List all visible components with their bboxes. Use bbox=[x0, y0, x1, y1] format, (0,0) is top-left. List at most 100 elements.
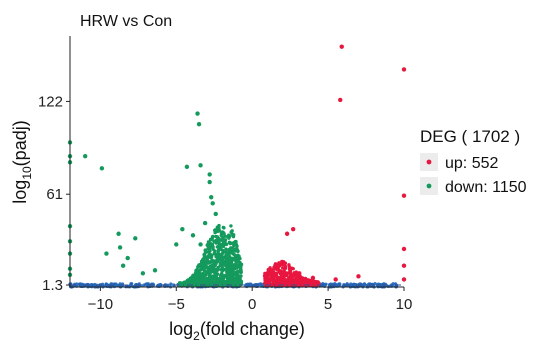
deg-point bbox=[297, 271, 302, 276]
down-point bbox=[206, 283, 210, 287]
down-point bbox=[215, 268, 219, 272]
down-point bbox=[221, 230, 226, 235]
up-point bbox=[272, 266, 276, 271]
deg-point bbox=[208, 195, 214, 200]
down-point bbox=[195, 267, 199, 272]
deg-point bbox=[401, 277, 407, 282]
down-point bbox=[220, 273, 224, 278]
deg-point bbox=[104, 251, 109, 256]
down-point bbox=[224, 259, 229, 263]
y-axis-title-main: log bbox=[10, 180, 30, 204]
down-point bbox=[238, 280, 242, 285]
legend-swatch-up bbox=[426, 159, 432, 165]
y-axis-title: log10(padj) bbox=[10, 120, 34, 203]
deg-point bbox=[202, 220, 208, 226]
x-tick-label: 10 bbox=[396, 296, 413, 313]
deg-point bbox=[152, 268, 158, 273]
down-point bbox=[195, 276, 199, 281]
up-point bbox=[290, 274, 295, 278]
ns-point bbox=[79, 283, 84, 288]
down-point bbox=[225, 269, 229, 274]
down-point bbox=[224, 247, 228, 251]
up-point bbox=[264, 275, 269, 280]
x-tick-label: −10 bbox=[88, 296, 113, 313]
down-point bbox=[190, 278, 194, 283]
down-point bbox=[220, 242, 224, 246]
down-point bbox=[198, 262, 202, 267]
down-point bbox=[218, 238, 222, 242]
up-point bbox=[282, 278, 286, 282]
down-point bbox=[221, 259, 226, 263]
down-point bbox=[215, 235, 220, 239]
down-point bbox=[199, 259, 204, 264]
down-point bbox=[195, 272, 199, 276]
down-point bbox=[225, 281, 229, 285]
down-point bbox=[229, 281, 233, 285]
up-point bbox=[270, 278, 275, 283]
deg-point bbox=[310, 275, 316, 281]
down-point bbox=[200, 278, 204, 282]
down-point bbox=[215, 225, 220, 229]
down-point bbox=[233, 282, 238, 286]
deg-point bbox=[356, 274, 361, 279]
down-point bbox=[217, 279, 222, 284]
down-point bbox=[203, 280, 207, 285]
up-point bbox=[282, 262, 287, 267]
y-axis-title-rest: (padj) bbox=[10, 120, 30, 166]
down-point bbox=[227, 240, 232, 245]
deg-point bbox=[133, 236, 138, 241]
down-point bbox=[222, 226, 226, 230]
deg-point bbox=[190, 233, 196, 238]
down-point bbox=[236, 264, 240, 269]
down-point bbox=[209, 243, 213, 248]
down-point bbox=[230, 229, 234, 233]
y-axis-ticks: 1.3 61 122 bbox=[38, 93, 70, 294]
up-point bbox=[305, 278, 310, 282]
down-point bbox=[229, 246, 233, 250]
up-point bbox=[268, 273, 272, 277]
down-point bbox=[199, 265, 203, 270]
deg-point bbox=[401, 246, 407, 252]
down-point bbox=[219, 262, 224, 267]
x-tick-label: −5 bbox=[168, 296, 185, 313]
down-point bbox=[236, 253, 240, 258]
down-point bbox=[208, 249, 212, 253]
down-point bbox=[230, 250, 234, 254]
up-point bbox=[267, 270, 272, 275]
down-point bbox=[219, 233, 223, 238]
deg-point bbox=[198, 242, 203, 247]
down-point bbox=[204, 270, 208, 275]
up-point bbox=[275, 268, 279, 272]
ns-point bbox=[114, 282, 118, 286]
up-point bbox=[297, 280, 302, 284]
deg-point bbox=[338, 97, 343, 103]
deg-point bbox=[207, 172, 212, 177]
down-point bbox=[226, 233, 231, 237]
ns-point bbox=[119, 283, 123, 287]
down-point bbox=[227, 272, 232, 276]
down-point bbox=[209, 237, 213, 242]
legend-label-up: up: 552 bbox=[445, 155, 498, 172]
ns-point bbox=[378, 284, 383, 289]
chart-title: HRW vs Con bbox=[80, 13, 172, 30]
deg-point bbox=[401, 193, 407, 198]
down-point bbox=[203, 277, 207, 282]
up-point bbox=[273, 263, 277, 268]
down-point bbox=[221, 236, 225, 241]
deg-point bbox=[284, 231, 290, 236]
up-point bbox=[274, 271, 279, 276]
ns-point bbox=[129, 283, 133, 287]
down-point bbox=[211, 281, 215, 286]
legend: DEG ( 1702 ) up: 552 down: 1150 bbox=[420, 127, 527, 196]
ns-point bbox=[156, 283, 160, 287]
down-point bbox=[229, 224, 233, 228]
up-point bbox=[293, 281, 297, 285]
up-point bbox=[288, 269, 292, 274]
up-point bbox=[303, 281, 307, 285]
up-point bbox=[287, 263, 291, 267]
down-point bbox=[222, 267, 226, 272]
up-point bbox=[280, 275, 284, 279]
up-point bbox=[293, 271, 298, 276]
deg-point bbox=[180, 226, 185, 232]
down-point bbox=[233, 247, 237, 252]
